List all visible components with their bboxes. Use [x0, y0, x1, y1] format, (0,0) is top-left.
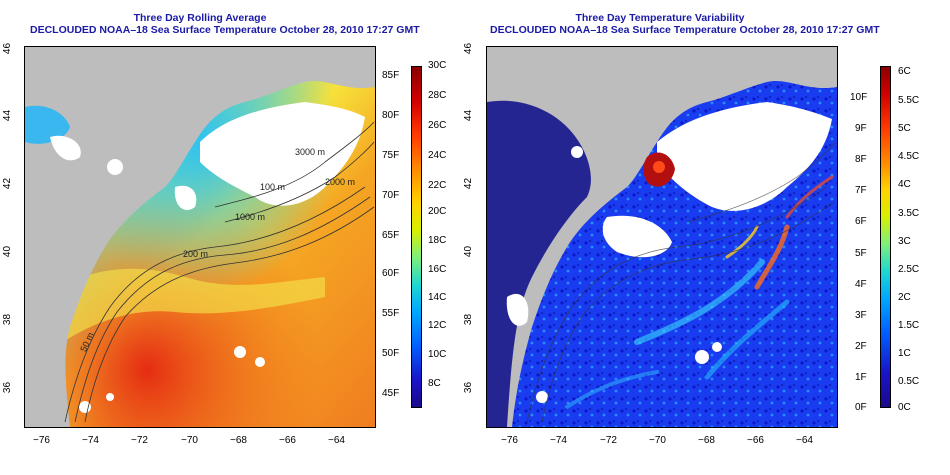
right-cb-f-4: 4F [855, 279, 867, 290]
left-x-tick-72: −72 [131, 435, 148, 446]
right-y-tick-42: 42 [463, 177, 475, 190]
left-contour-label-1000: 1000 m [235, 212, 266, 222]
left-cb-c-30: 30C [428, 60, 447, 71]
left-cb-c-18: 18C [428, 235, 447, 246]
left-cb-f-65: 65F [382, 230, 400, 241]
right-y-tick-46: 46 [463, 42, 475, 55]
right-cb-c-0: 0C [898, 402, 911, 413]
right-y-tick-40: 40 [463, 245, 475, 258]
right-x-tick-64: −64 [796, 435, 813, 446]
left-land [25, 47, 375, 427]
left-y-tick-42: 42 [2, 177, 14, 190]
left-x-tick-76: −76 [33, 435, 50, 446]
left-cb-f-80: 80F [382, 110, 400, 121]
right-cb-c-0.5: 0.5C [898, 376, 920, 387]
right-cb-c-2: 2C [898, 292, 911, 303]
right-title-line1: Three Day Temperature Variability [575, 12, 745, 24]
left-cb-c-24: 24C [428, 150, 447, 161]
left-contour-label-2000: 2000 m [325, 177, 356, 187]
left-y-tick-40: 40 [2, 245, 14, 258]
right-x-tick-74: −74 [550, 435, 567, 446]
right-cb-c-1: 1C [898, 348, 911, 359]
right-x-tick-66: −66 [747, 435, 764, 446]
right-cb-c-3: 3C [898, 236, 911, 247]
left-cb-c-28: 28C [428, 90, 447, 101]
right-cb-c-2.5: 2.5C [898, 264, 920, 275]
left-cb-f-85: 85F [382, 70, 400, 81]
left-contour-label-200: 200 m [183, 249, 209, 259]
right-y-tick-36: 36 [463, 381, 475, 394]
right-cb-f-3: 3F [855, 310, 867, 321]
left-sst-map [25, 47, 375, 427]
right-cb-c-5: 5C [898, 123, 911, 134]
left-cb-f-70: 70F [382, 190, 400, 201]
left-cb-c-16: 16C [428, 264, 447, 275]
left-y-tick-46: 46 [2, 42, 14, 55]
left-cb-c-8: 8C [428, 378, 441, 389]
left-cb-f-75: 75F [382, 150, 400, 161]
right-cb-c-3.5: 3.5C [898, 208, 920, 219]
left-cb-c-14: 14C [428, 292, 447, 303]
left-contour-label-100: 100 m [260, 182, 286, 192]
right-map-panel [486, 46, 838, 428]
right-title-line2: DECLOUDED NOAA–18 Sea Surface Temperatur… [490, 24, 880, 36]
left-x-tick-70: −70 [181, 435, 198, 446]
left-title-line1: Three Day Rolling Average [133, 12, 267, 24]
right-y-tick-44: 44 [463, 109, 475, 122]
right-cb-c-4.5: 4.5C [898, 151, 920, 162]
right-cb-f-8: 8F [855, 154, 867, 165]
left-contour-label-3000: 3000 m [295, 147, 326, 157]
left-map-panel: 200 m 100 m 50 m 1000 m 2000 m 3000 m [24, 46, 376, 428]
right-x-tick-72: −72 [600, 435, 617, 446]
left-x-tick-68: −68 [230, 435, 247, 446]
right-cb-f-10: 10F [850, 92, 868, 103]
right-cb-f-1: 1F [855, 372, 867, 383]
left-y-tick-36: 36 [2, 381, 14, 394]
right-x-tick-68: −68 [698, 435, 715, 446]
right-cb-c-1.5: 1.5C [898, 320, 920, 331]
right-cb-f-0: 0F [855, 402, 867, 413]
left-cb-c-10: 10C [428, 349, 447, 360]
left-y-tick-44: 44 [2, 109, 14, 122]
right-cb-f-9: 9F [855, 123, 867, 134]
right-cb-c-6: 6C [898, 66, 911, 77]
right-cb-c-4: 4C [898, 179, 911, 190]
left-cb-f-45: 45F [382, 388, 400, 399]
right-cb-f-7: 7F [855, 185, 867, 196]
right-x-tick-70: −70 [649, 435, 666, 446]
left-cb-f-60: 60F [382, 268, 400, 279]
right-variability-map [487, 47, 837, 427]
left-cb-c-22: 22C [428, 180, 447, 191]
right-cb-c-5.5: 5.5C [898, 95, 920, 106]
left-cb-c-20: 20C [428, 206, 447, 217]
left-cb-f-55: 55F [382, 308, 400, 319]
right-y-tick-38: 38 [463, 313, 475, 326]
right-x-tick-76: −76 [501, 435, 518, 446]
left-x-tick-74: −74 [82, 435, 99, 446]
left-title-line2: DECLOUDED NOAA–18 Sea Surface Temperatur… [30, 24, 420, 36]
left-colorbar [411, 66, 422, 408]
left-cb-c-12: 12C [428, 320, 447, 331]
right-cb-f-5: 5F [855, 248, 867, 259]
left-y-tick-38: 38 [2, 313, 14, 326]
right-cb-f-6: 6F [855, 216, 867, 227]
left-x-tick-66: −66 [279, 435, 296, 446]
right-cb-f-2: 2F [855, 341, 867, 352]
left-x-tick-64: −64 [328, 435, 345, 446]
left-cb-f-50: 50F [382, 348, 400, 359]
right-colorbar [880, 66, 891, 408]
left-cb-c-26: 26C [428, 120, 447, 131]
